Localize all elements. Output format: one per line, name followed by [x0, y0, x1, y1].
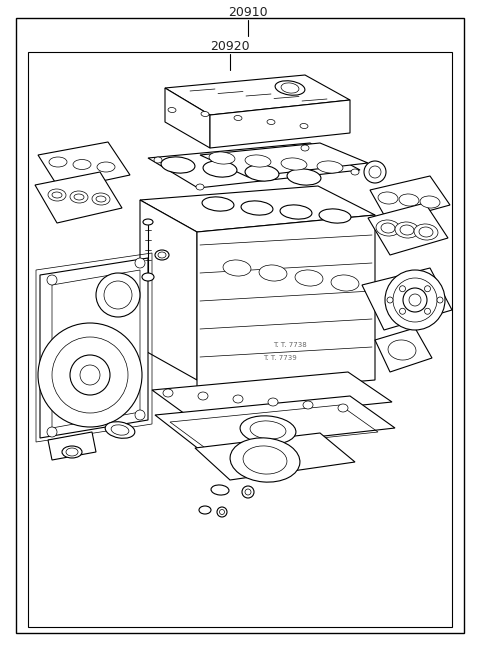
Ellipse shape	[403, 288, 427, 312]
Ellipse shape	[201, 112, 209, 116]
Ellipse shape	[48, 189, 66, 201]
Polygon shape	[155, 396, 395, 450]
Ellipse shape	[97, 162, 115, 172]
Polygon shape	[140, 200, 197, 380]
Ellipse shape	[211, 485, 229, 495]
Ellipse shape	[414, 224, 438, 240]
Polygon shape	[140, 186, 375, 232]
Ellipse shape	[143, 219, 153, 225]
Text: T. T. 7738: T. T. 7738	[273, 342, 307, 348]
Polygon shape	[197, 215, 375, 395]
Ellipse shape	[142, 273, 154, 281]
Ellipse shape	[198, 392, 208, 400]
Polygon shape	[40, 258, 148, 438]
Ellipse shape	[245, 165, 279, 181]
Polygon shape	[195, 433, 355, 480]
Ellipse shape	[275, 81, 305, 95]
Ellipse shape	[280, 205, 312, 219]
Ellipse shape	[395, 222, 419, 238]
Ellipse shape	[420, 196, 440, 208]
Ellipse shape	[287, 169, 321, 185]
Polygon shape	[165, 75, 350, 115]
Ellipse shape	[281, 158, 307, 170]
Ellipse shape	[196, 184, 204, 190]
Ellipse shape	[378, 192, 398, 204]
Ellipse shape	[399, 308, 406, 314]
Ellipse shape	[268, 398, 278, 406]
Ellipse shape	[259, 265, 287, 281]
Ellipse shape	[199, 506, 211, 514]
Polygon shape	[165, 88, 210, 148]
Ellipse shape	[73, 160, 91, 170]
Polygon shape	[200, 143, 368, 177]
Ellipse shape	[135, 258, 145, 268]
Ellipse shape	[301, 145, 309, 151]
Ellipse shape	[70, 191, 88, 203]
Ellipse shape	[234, 116, 242, 120]
Ellipse shape	[424, 308, 431, 314]
Ellipse shape	[70, 355, 110, 395]
Polygon shape	[362, 268, 452, 330]
Ellipse shape	[267, 120, 275, 125]
Ellipse shape	[155, 250, 169, 260]
Ellipse shape	[424, 286, 431, 292]
Polygon shape	[148, 143, 360, 188]
Polygon shape	[370, 176, 450, 222]
Ellipse shape	[230, 438, 300, 482]
Ellipse shape	[295, 270, 323, 286]
Ellipse shape	[385, 270, 445, 330]
Ellipse shape	[233, 395, 243, 403]
Ellipse shape	[241, 201, 273, 215]
Ellipse shape	[202, 197, 234, 211]
Ellipse shape	[437, 297, 443, 303]
Ellipse shape	[223, 260, 251, 276]
Ellipse shape	[209, 152, 235, 164]
Ellipse shape	[135, 410, 145, 420]
Ellipse shape	[387, 297, 393, 303]
Polygon shape	[38, 142, 130, 190]
Ellipse shape	[203, 161, 237, 177]
Ellipse shape	[399, 194, 419, 206]
Polygon shape	[368, 203, 448, 255]
Ellipse shape	[92, 193, 110, 205]
Ellipse shape	[163, 389, 173, 397]
Text: 20910: 20910	[228, 5, 268, 18]
Ellipse shape	[96, 273, 140, 317]
Ellipse shape	[317, 161, 343, 173]
Ellipse shape	[338, 404, 348, 412]
Bar	[28, 52, 452, 627]
Ellipse shape	[217, 507, 227, 517]
Polygon shape	[48, 432, 96, 460]
Ellipse shape	[245, 155, 271, 167]
Ellipse shape	[168, 108, 176, 112]
Ellipse shape	[303, 401, 313, 409]
Polygon shape	[35, 172, 122, 223]
Ellipse shape	[38, 323, 142, 427]
Ellipse shape	[376, 220, 400, 236]
Ellipse shape	[62, 446, 82, 458]
Ellipse shape	[154, 157, 162, 163]
Text: T. T. 7739: T. T. 7739	[263, 355, 297, 361]
Ellipse shape	[300, 124, 308, 129]
Ellipse shape	[351, 169, 359, 175]
Text: 20920: 20920	[210, 39, 250, 53]
Ellipse shape	[242, 486, 254, 498]
Ellipse shape	[49, 157, 67, 167]
Ellipse shape	[161, 157, 195, 173]
Polygon shape	[210, 100, 350, 148]
Polygon shape	[152, 372, 392, 422]
Ellipse shape	[47, 275, 57, 285]
Ellipse shape	[240, 416, 296, 444]
Ellipse shape	[319, 209, 351, 223]
Ellipse shape	[331, 275, 359, 291]
Ellipse shape	[399, 286, 406, 292]
Ellipse shape	[47, 427, 57, 437]
Ellipse shape	[364, 161, 386, 183]
Ellipse shape	[105, 422, 135, 438]
Polygon shape	[375, 328, 432, 372]
